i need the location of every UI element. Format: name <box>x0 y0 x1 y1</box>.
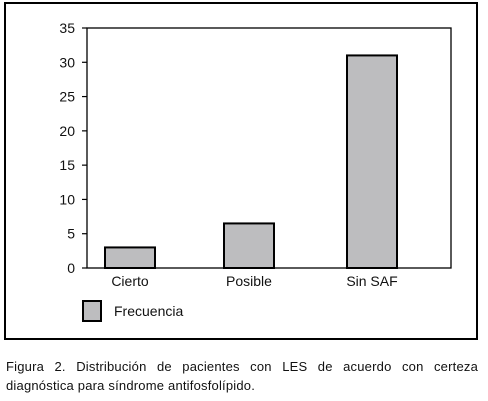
figure-frame <box>4 2 478 340</box>
y-tick-label: 35 <box>59 20 75 36</box>
bar-chart: 0 5 10 15 20 25 30 35 Cierto Posible Sin SAF <box>59 20 452 289</box>
y-tick-label: 15 <box>59 157 75 173</box>
y-tick-label: 30 <box>59 54 75 70</box>
y-tick-label: 0 <box>67 260 75 276</box>
legend-label: Frecuencia <box>114 303 184 319</box>
y-tick-label: 25 <box>59 89 75 105</box>
bar-sin-saf <box>346 54 398 269</box>
legend-swatch <box>82 300 102 322</box>
bar-posible <box>223 222 275 270</box>
x-category-label: Posible <box>226 273 272 289</box>
bar-cierto <box>104 246 156 270</box>
x-category-label: Cierto <box>111 273 149 289</box>
legend: Frecuencia <box>82 298 183 324</box>
y-tick-label: 20 <box>59 123 75 139</box>
plot-area: 0 5 10 15 20 25 30 35 Cierto Posible Sin SAF <box>59 20 452 289</box>
x-category-label: Sin SAF <box>346 273 397 289</box>
figure-caption: Figura 2. Distribución de pacientes con … <box>6 359 478 393</box>
y-tick-label: 5 <box>67 226 75 242</box>
y-tick-label: 10 <box>59 191 75 207</box>
